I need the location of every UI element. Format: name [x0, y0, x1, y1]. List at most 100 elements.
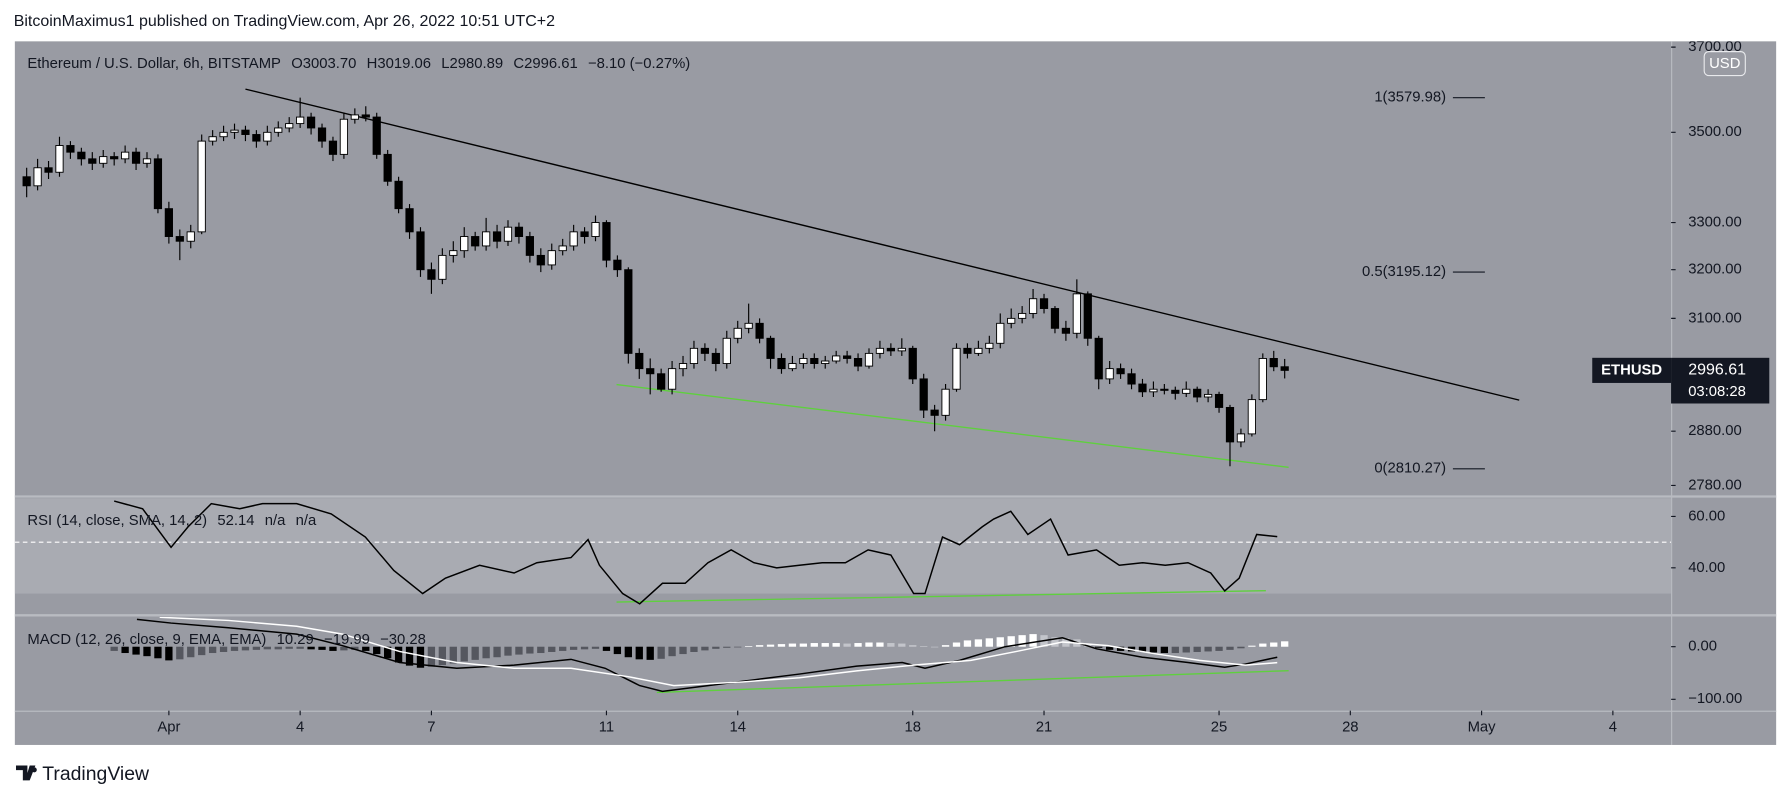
legend-value: −19.99 — [324, 632, 370, 648]
macd-histogram-bar — [1270, 642, 1278, 647]
candle-body — [405, 208, 414, 233]
legend-value: H3019.06 — [367, 56, 431, 72]
rsi-band — [14, 498, 1672, 594]
macd-histogram-bar — [1259, 643, 1267, 647]
candle-body — [1116, 368, 1125, 375]
macd-histogram-bar — [219, 646, 228, 652]
last-price-badge — [1671, 357, 1770, 404]
candle-body — [613, 259, 622, 271]
footer-brand: TradingView — [42, 763, 150, 785]
candle-body — [1225, 406, 1235, 443]
macd-histogram-bar — [799, 643, 808, 647]
macd-histogram-bar — [657, 646, 665, 659]
macd-histogram-bar — [1182, 646, 1190, 653]
candle-body — [1007, 317, 1016, 324]
x-tick-label: 25 — [1211, 720, 1228, 736]
candle-body — [33, 167, 42, 187]
candle-body — [1094, 337, 1103, 380]
candle-body — [1050, 308, 1060, 329]
candle-body — [843, 355, 852, 359]
macd-histogram-bar — [416, 646, 425, 668]
candle-body — [766, 337, 775, 359]
macd-histogram-bar — [1051, 637, 1059, 647]
candle-body — [886, 347, 895, 352]
trendline — [616, 590, 1266, 603]
pane-legend: Ethereum / U.S. Dollar, 6h, BITSTAMP O300… — [27, 56, 690, 72]
candle-body — [153, 158, 163, 210]
macd-histogram-bar — [449, 646, 457, 664]
countdown-label: 03:08:28 — [1688, 384, 1746, 400]
candle-body — [1149, 388, 1158, 393]
candle-body — [974, 347, 983, 354]
candle-body — [263, 131, 272, 142]
legend-value: 10.29 — [277, 632, 314, 648]
macd-histogram-bar — [1193, 646, 1201, 652]
symbol-badge — [1592, 357, 1672, 383]
x-tick-label: 18 — [905, 720, 922, 736]
candle-body — [1193, 388, 1202, 398]
candle-body — [1204, 393, 1213, 398]
macd-histogram-bar — [788, 643, 797, 647]
candle-body — [963, 347, 972, 354]
candle-body — [55, 145, 64, 173]
candle-body — [919, 378, 928, 411]
macd-histogram-bar — [668, 646, 676, 657]
candle-body — [689, 347, 699, 364]
macd-histogram-bar — [482, 646, 490, 659]
macd-histogram-bar — [285, 646, 293, 649]
y-tick-label: 40.00 — [1688, 560, 1725, 576]
macd-histogram-bar — [318, 646, 326, 650]
macd-histogram-bar — [613, 646, 622, 655]
candle-body — [44, 167, 53, 173]
legend-value: n/a — [265, 513, 286, 529]
candle-body — [164, 208, 173, 237]
candle-body — [317, 127, 327, 142]
candle-body — [350, 114, 359, 120]
candle-body — [635, 352, 644, 370]
candle-body — [492, 231, 502, 242]
macd-histogram-bar — [832, 643, 840, 647]
macd-histogram-bar — [996, 637, 1004, 647]
macd-histogram-bar — [460, 646, 468, 662]
value-axis: 0.00 −100.00 — [1671, 639, 1742, 707]
pane: 1(3579.98) 0.5(3195.12) 0(2810.27) — [22, 88, 1520, 477]
fib-label: 0.5(3195.12) — [1362, 264, 1446, 280]
candle-body — [110, 156, 119, 160]
y-tick-label: 2780.00 — [1688, 477, 1742, 493]
macd-histogram-bar — [777, 644, 786, 647]
candle-body — [908, 347, 917, 380]
macd-histogram-bar — [580, 646, 589, 650]
candle-body — [799, 357, 808, 364]
symbol-badge-label: ETHUSD — [1601, 362, 1662, 378]
candle-body — [1018, 312, 1027, 319]
pane — [110, 617, 1289, 694]
candle-body — [175, 236, 184, 242]
macd-histogram-bar — [712, 646, 720, 649]
candle-body — [1182, 388, 1191, 394]
candle-body — [722, 337, 731, 364]
macd-histogram-bar — [263, 646, 271, 650]
candle-body — [1083, 293, 1092, 339]
macd-histogram-bar — [920, 646, 928, 647]
fib-label: 0(2810.27) — [1374, 461, 1446, 477]
candle-body — [667, 368, 677, 390]
macd-histogram-bar — [1084, 643, 1092, 647]
macd-histogram-bar — [679, 646, 687, 655]
macd-histogram-bar — [591, 646, 600, 649]
macd-histogram-bar — [1204, 646, 1212, 652]
candle-body — [427, 269, 436, 280]
x-tick-label: 21 — [1036, 720, 1053, 736]
candle-body — [821, 360, 830, 364]
pane-legend: MACD (12, 26, close, 9, EMA, EMA) 10.29 −1… — [27, 632, 425, 648]
macd-histogram-bar — [1237, 646, 1245, 649]
y-tick-label: 3700.00 — [1688, 39, 1742, 55]
macd-histogram-bar — [384, 646, 392, 659]
pane-legend: RSI (14, close, SMA, 14, 2) 52.14 n/a n/a — [27, 513, 317, 529]
trendline — [245, 88, 1520, 401]
publisher-line: BitcoinMaximus1 published on TradingView… — [14, 13, 555, 30]
candle-body — [252, 134, 261, 142]
candle-body — [219, 131, 228, 138]
candle-body — [361, 114, 370, 118]
macd-histogram-bar — [252, 646, 261, 650]
